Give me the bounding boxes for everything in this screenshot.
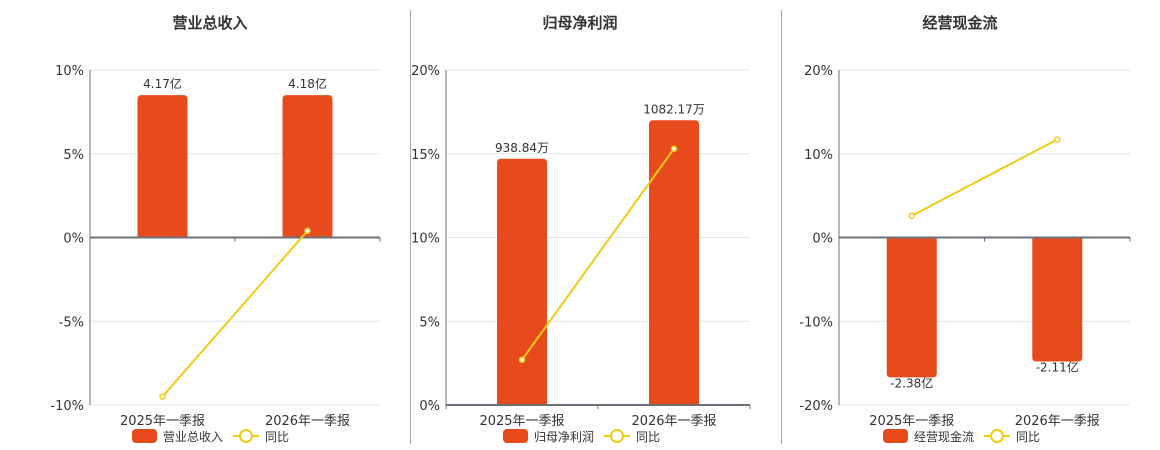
bar (1032, 237, 1083, 362)
x-category-label: 2025年一季报 (120, 414, 205, 429)
bar-value-label: 4.18亿 (288, 76, 327, 91)
x-category-label: 2026年一季报 (1015, 414, 1100, 429)
legend-revenue[interactable]: 营业总收入 同比 (132, 427, 289, 445)
x-category-label: 2025年一季报 (869, 414, 954, 429)
legend-line-label[interactable]: 同比 (636, 429, 661, 444)
legend-net-profit[interactable]: 归母净利润 同比 (503, 427, 660, 445)
bar-value-label: -2.11亿 (1036, 359, 1079, 374)
bar (137, 95, 188, 238)
y-tick-label: 0% (63, 232, 84, 247)
yoy-point (908, 212, 915, 219)
legend-bar-swatch (132, 429, 157, 443)
legend-line-label[interactable]: 同比 (265, 429, 290, 444)
bar (886, 237, 937, 378)
chart-title-net-profit: 归母净利润 (542, 14, 618, 32)
chart-title-revenue: 营业总收入 (172, 14, 248, 32)
legend-line-circle-icon (604, 429, 631, 443)
yoy-line (911, 138, 1058, 217)
y-tick-label: -20% (799, 399, 833, 414)
yoy-line (521, 148, 675, 361)
y-tick-label: 5% (419, 315, 440, 330)
y-tick-label: 0% (812, 232, 833, 247)
legend-cash-flow[interactable]: 经营现金流 同比 (883, 427, 1040, 445)
yoy-point (670, 145, 678, 152)
panel-separator (781, 10, 782, 444)
yoy-point (304, 227, 311, 235)
y-tick-label: 10% (804, 148, 833, 163)
y-tick-label: 0% (419, 399, 440, 414)
y-tick-label: 10% (55, 64, 84, 79)
bar-value-label: 4.17亿 (143, 76, 182, 91)
yoy-point (1054, 136, 1061, 143)
y-tick-label: -10% (50, 399, 84, 414)
y-tick-label: 5% (63, 148, 84, 163)
x-category-label: 2026年一季报 (265, 414, 350, 429)
y-tick-label: 10% (411, 232, 440, 247)
x-category-label: 2025年一季报 (479, 414, 564, 429)
bar-value-label: 938.84万 (495, 141, 549, 155)
y-tick-label: 20% (411, 64, 440, 79)
y-tick-label: -5% (59, 315, 84, 330)
y-tick-label: 20% (804, 64, 833, 79)
yoy-line (161, 230, 309, 398)
legend-bar-label[interactable]: 归母净利润 (534, 429, 595, 444)
bar (282, 95, 333, 238)
yoy-point (159, 393, 166, 400)
legend-bar-swatch (883, 429, 908, 443)
legend-line-circle-icon (233, 429, 260, 443)
y-tick-label: 15% (411, 148, 440, 163)
legend-bar-swatch (503, 429, 528, 443)
bar (649, 120, 699, 405)
legend-line-circle-icon (984, 429, 1011, 443)
legend-bar-label[interactable]: 经营现金流 (914, 429, 975, 444)
legend-line-label[interactable]: 同比 (1016, 429, 1041, 444)
x-category-label: 2026年一季报 (631, 414, 716, 429)
y-tick-label: -10% (799, 315, 833, 330)
yoy-point (518, 356, 526, 364)
bar (497, 158, 547, 405)
legend-bar-label[interactable]: 营业总收入 (163, 429, 224, 444)
bar-value-label: -2.38亿 (890, 375, 933, 390)
panel-separator (410, 10, 411, 444)
bar-value-label: 1082.17万 (643, 102, 705, 116)
chart-title-cash-flow: 经营现金流 (922, 14, 998, 32)
